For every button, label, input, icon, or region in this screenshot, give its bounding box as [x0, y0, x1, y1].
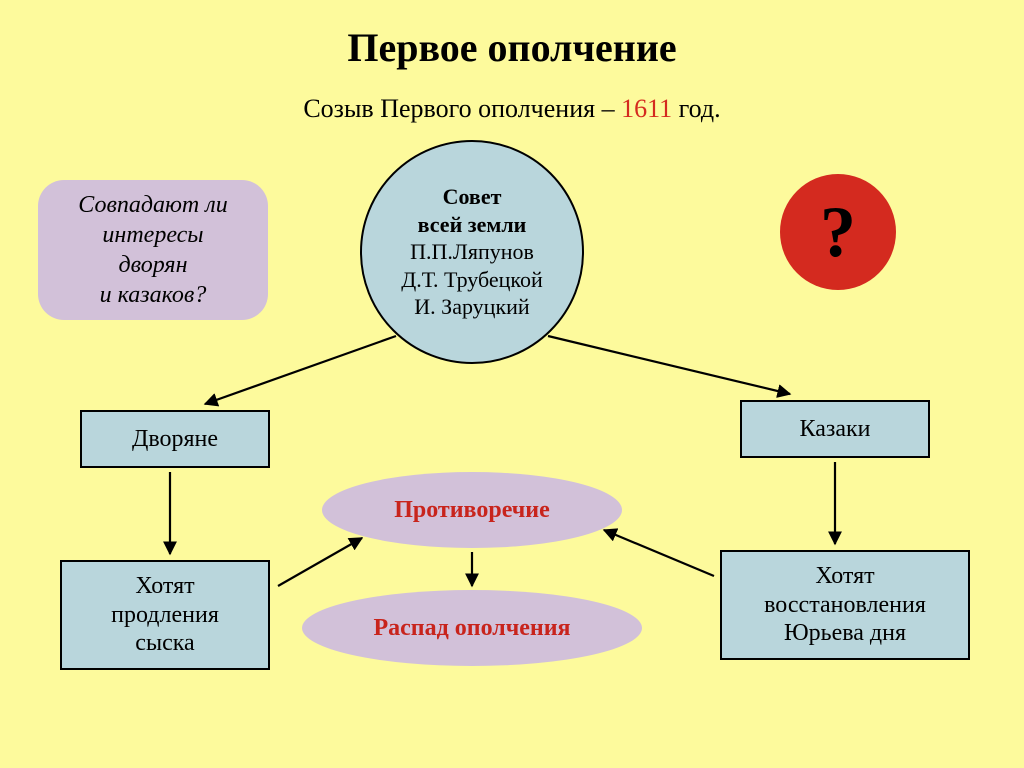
- diagram-canvas: Первое ополчение Созыв Первого ополчения…: [0, 0, 1024, 768]
- arrows-layer: [0, 0, 1024, 768]
